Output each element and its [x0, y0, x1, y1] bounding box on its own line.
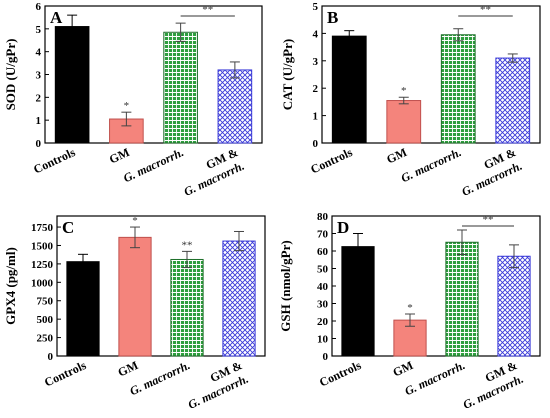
category-label-line: GM [384, 145, 409, 166]
plot-frame [56, 215, 266, 357]
category-label-line: G. macrorrh. [121, 145, 186, 185]
bar [497, 255, 531, 357]
y-axis-label: CAT (U/gPr) [280, 39, 295, 110]
bar [54, 26, 90, 144]
panel-label: D [337, 218, 349, 237]
y-tick-label: 250 [37, 333, 54, 345]
significance-label: ** [182, 239, 193, 251]
panel-label: C [62, 218, 74, 237]
bracket-label: ** [483, 214, 494, 226]
panel-label: A [50, 8, 63, 27]
y-tick-label: 1500 [31, 240, 54, 252]
bracket-label: ** [480, 4, 491, 16]
significance-label: * [407, 302, 413, 314]
y-tick-label: 4 [313, 28, 319, 40]
category-label: GM &G. macrorrh. [175, 145, 246, 199]
y-tick-label: 4 [36, 47, 42, 59]
bar [163, 31, 198, 144]
bar [222, 240, 256, 357]
category-label: G. macrorrh. [399, 145, 464, 185]
category-label: GM [107, 145, 132, 166]
bar [170, 258, 204, 357]
y-tick-label: 70 [317, 229, 329, 241]
significance-label: * [124, 100, 130, 112]
y-tick-label: 2 [36, 92, 42, 104]
y-tick-label: 750 [37, 296, 54, 308]
y-tick-label: 1 [36, 115, 42, 127]
y-tick-label: 3 [313, 56, 319, 68]
panel-label: B [327, 8, 338, 27]
category-label: GM &G. macrorrh. [453, 145, 524, 199]
y-axis-label: SOD (U/gPr) [3, 39, 18, 111]
bracket-label: ** [202, 4, 213, 16]
category-label: G. macrorrh. [121, 145, 186, 185]
y-tick-label: 10 [317, 334, 329, 346]
bar [386, 100, 422, 144]
bar [118, 236, 152, 357]
category-label: GM [116, 358, 141, 379]
bar [495, 57, 531, 144]
y-tick-label: 3 [36, 70, 42, 82]
y-tick-label: 1 [313, 111, 319, 123]
y-tick-label: 0 [313, 138, 319, 150]
plot-frame [321, 5, 541, 144]
y-tick-label: 0 [36, 138, 42, 150]
y-tick-label: 0 [323, 351, 329, 363]
bar [440, 34, 476, 144]
y-tick-label: 2 [313, 83, 319, 95]
y-axis-label: GSH (nmol/gPr) [278, 240, 293, 331]
y-tick-label: 60 [317, 246, 329, 258]
y-tick-label: 5 [313, 1, 319, 13]
category-label-line: GM [391, 358, 416, 379]
category-label: GM [391, 358, 416, 379]
y-tick-label: 1250 [31, 259, 54, 271]
y-tick-label: 500 [37, 314, 54, 326]
y-tick-label: 80 [317, 211, 329, 223]
y-tick-label: 6 [36, 1, 42, 13]
y-tick-label: 1000 [31, 277, 54, 289]
category-label-line: GM [116, 358, 141, 379]
category-label-line: GM [107, 145, 132, 166]
y-tick-label: 40 [317, 281, 329, 293]
y-tick-label: 30 [317, 299, 329, 311]
bar [445, 241, 479, 357]
y-tick-label: 5 [36, 24, 42, 36]
y-tick-label: 50 [317, 264, 329, 276]
significance-label: * [401, 85, 407, 97]
bar [341, 246, 375, 357]
y-axis-label: GPX4 (pg/ml) [3, 247, 18, 325]
bar [331, 35, 367, 144]
significance-label: * [132, 215, 138, 227]
bar [217, 69, 253, 144]
category-label-line: G. macrorrh. [399, 145, 464, 185]
y-tick-label: 20 [317, 316, 329, 328]
category-label: GM [384, 145, 409, 166]
bar [66, 261, 100, 357]
y-tick-label: 1750 [31, 222, 54, 234]
y-tick-label: 0 [48, 351, 54, 363]
